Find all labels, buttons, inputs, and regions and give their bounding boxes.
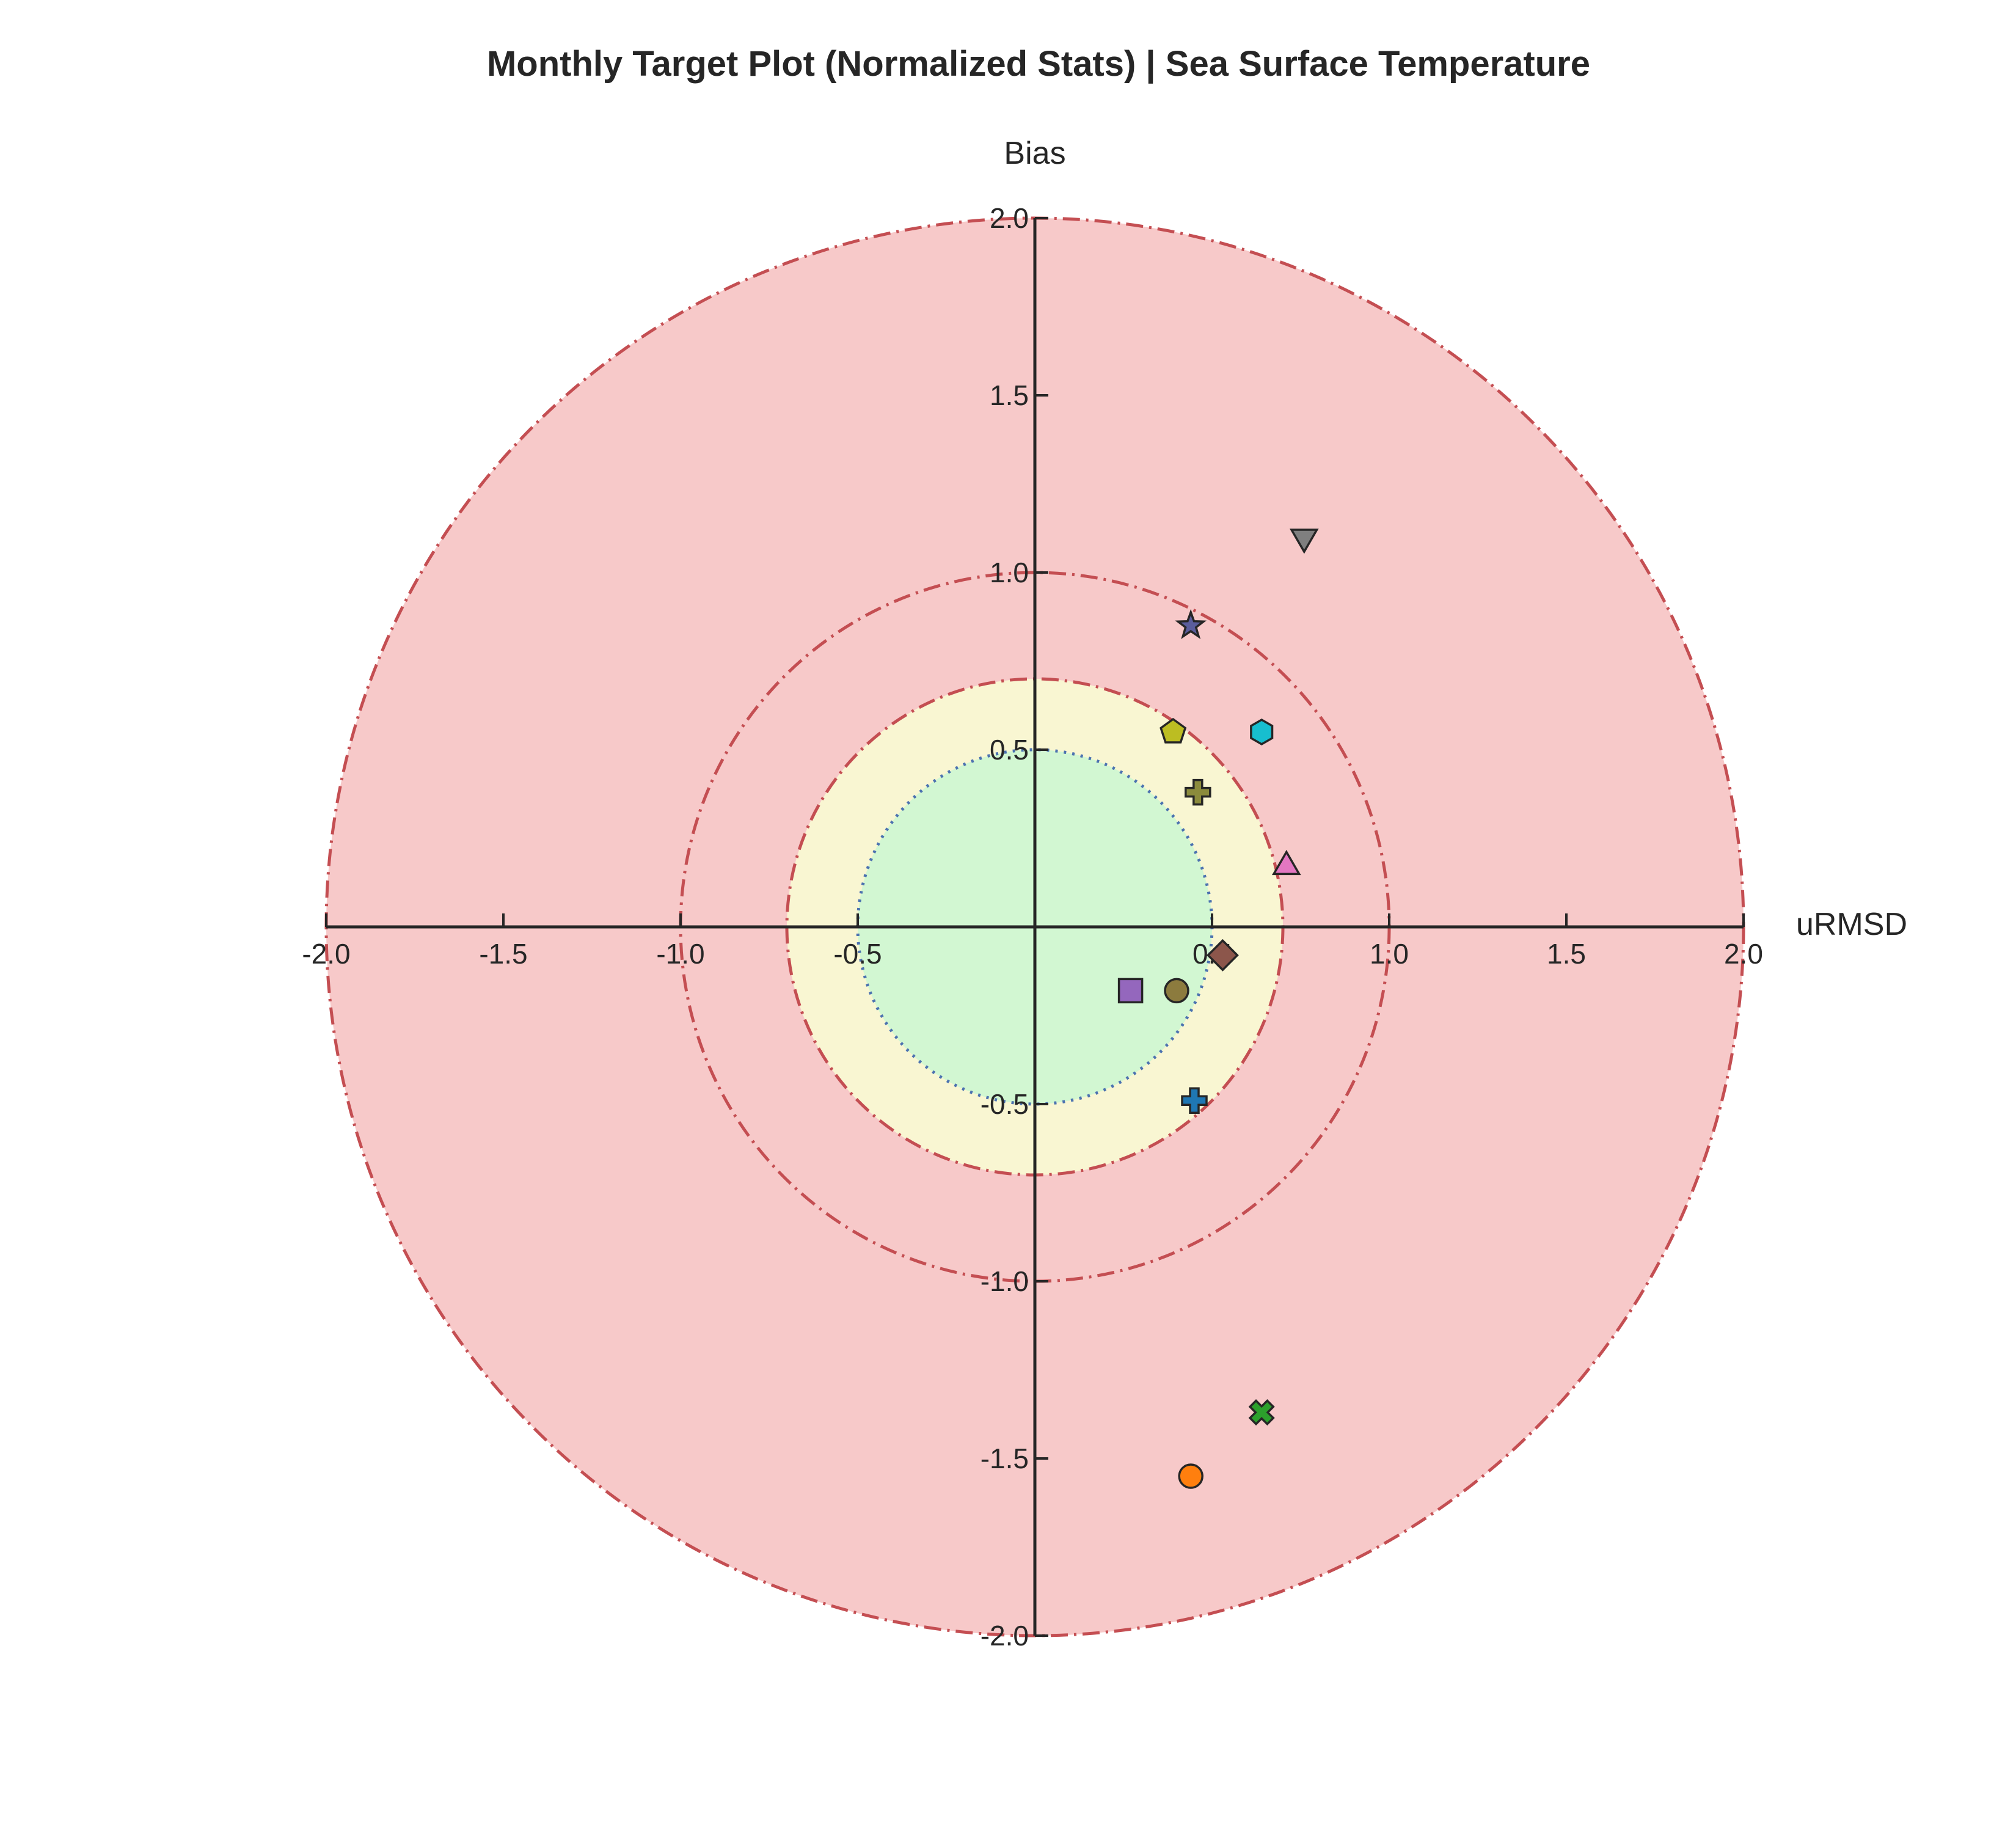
x-tick-label: -1.0	[656, 938, 704, 970]
y-tick-label: -1.5	[981, 1443, 1029, 1474]
data-point-square	[1117, 978, 1144, 1004]
y-tick-label: -1.0	[981, 1265, 1029, 1297]
chart-title: Monthly Target Plot (Normalized Stats) |…	[487, 44, 1590, 84]
x-tick-label: -2.0	[302, 938, 350, 970]
y-tick-label: 0.5	[990, 734, 1029, 766]
y-axis-label: Bias	[1004, 136, 1065, 171]
data-point-triangle-up	[1271, 849, 1301, 876]
data-point-diamond	[1206, 938, 1239, 971]
data-point-plus	[1185, 778, 1211, 806]
data-point-circle	[1164, 978, 1189, 1004]
y-tick-label: 1.0	[990, 557, 1029, 588]
y-tick-label: -2.0	[981, 1620, 1029, 1652]
y-tick-label: -0.5	[981, 1088, 1029, 1120]
x-tick-label: 1.0	[1370, 938, 1409, 970]
points-layer	[1117, 529, 1319, 1489]
data-point-circle	[1178, 1463, 1203, 1489]
ticks-layer: -2.0-1.5-1.0-0.50.51.01.52.02.01.51.00.5…	[302, 202, 1763, 1652]
data-point-triangle-down	[1289, 529, 1319, 554]
x-tick-label: 2.0	[1724, 938, 1763, 970]
data-point-x	[1248, 1399, 1275, 1426]
y-tick-label: 2.0	[990, 202, 1029, 234]
x-tick-label: -0.5	[833, 938, 882, 970]
data-point-pentagon	[1160, 717, 1187, 744]
x-axis-label: uRMSD	[1796, 907, 1907, 942]
data-point-star	[1175, 609, 1207, 639]
data-point-hexagon	[1250, 718, 1274, 746]
x-tick-label: 1.5	[1547, 938, 1586, 970]
data-point-plus	[1181, 1087, 1208, 1114]
axes-layer	[326, 218, 1744, 1636]
x-tick-label: -1.5	[479, 938, 527, 970]
y-tick-label: 1.5	[990, 379, 1029, 411]
